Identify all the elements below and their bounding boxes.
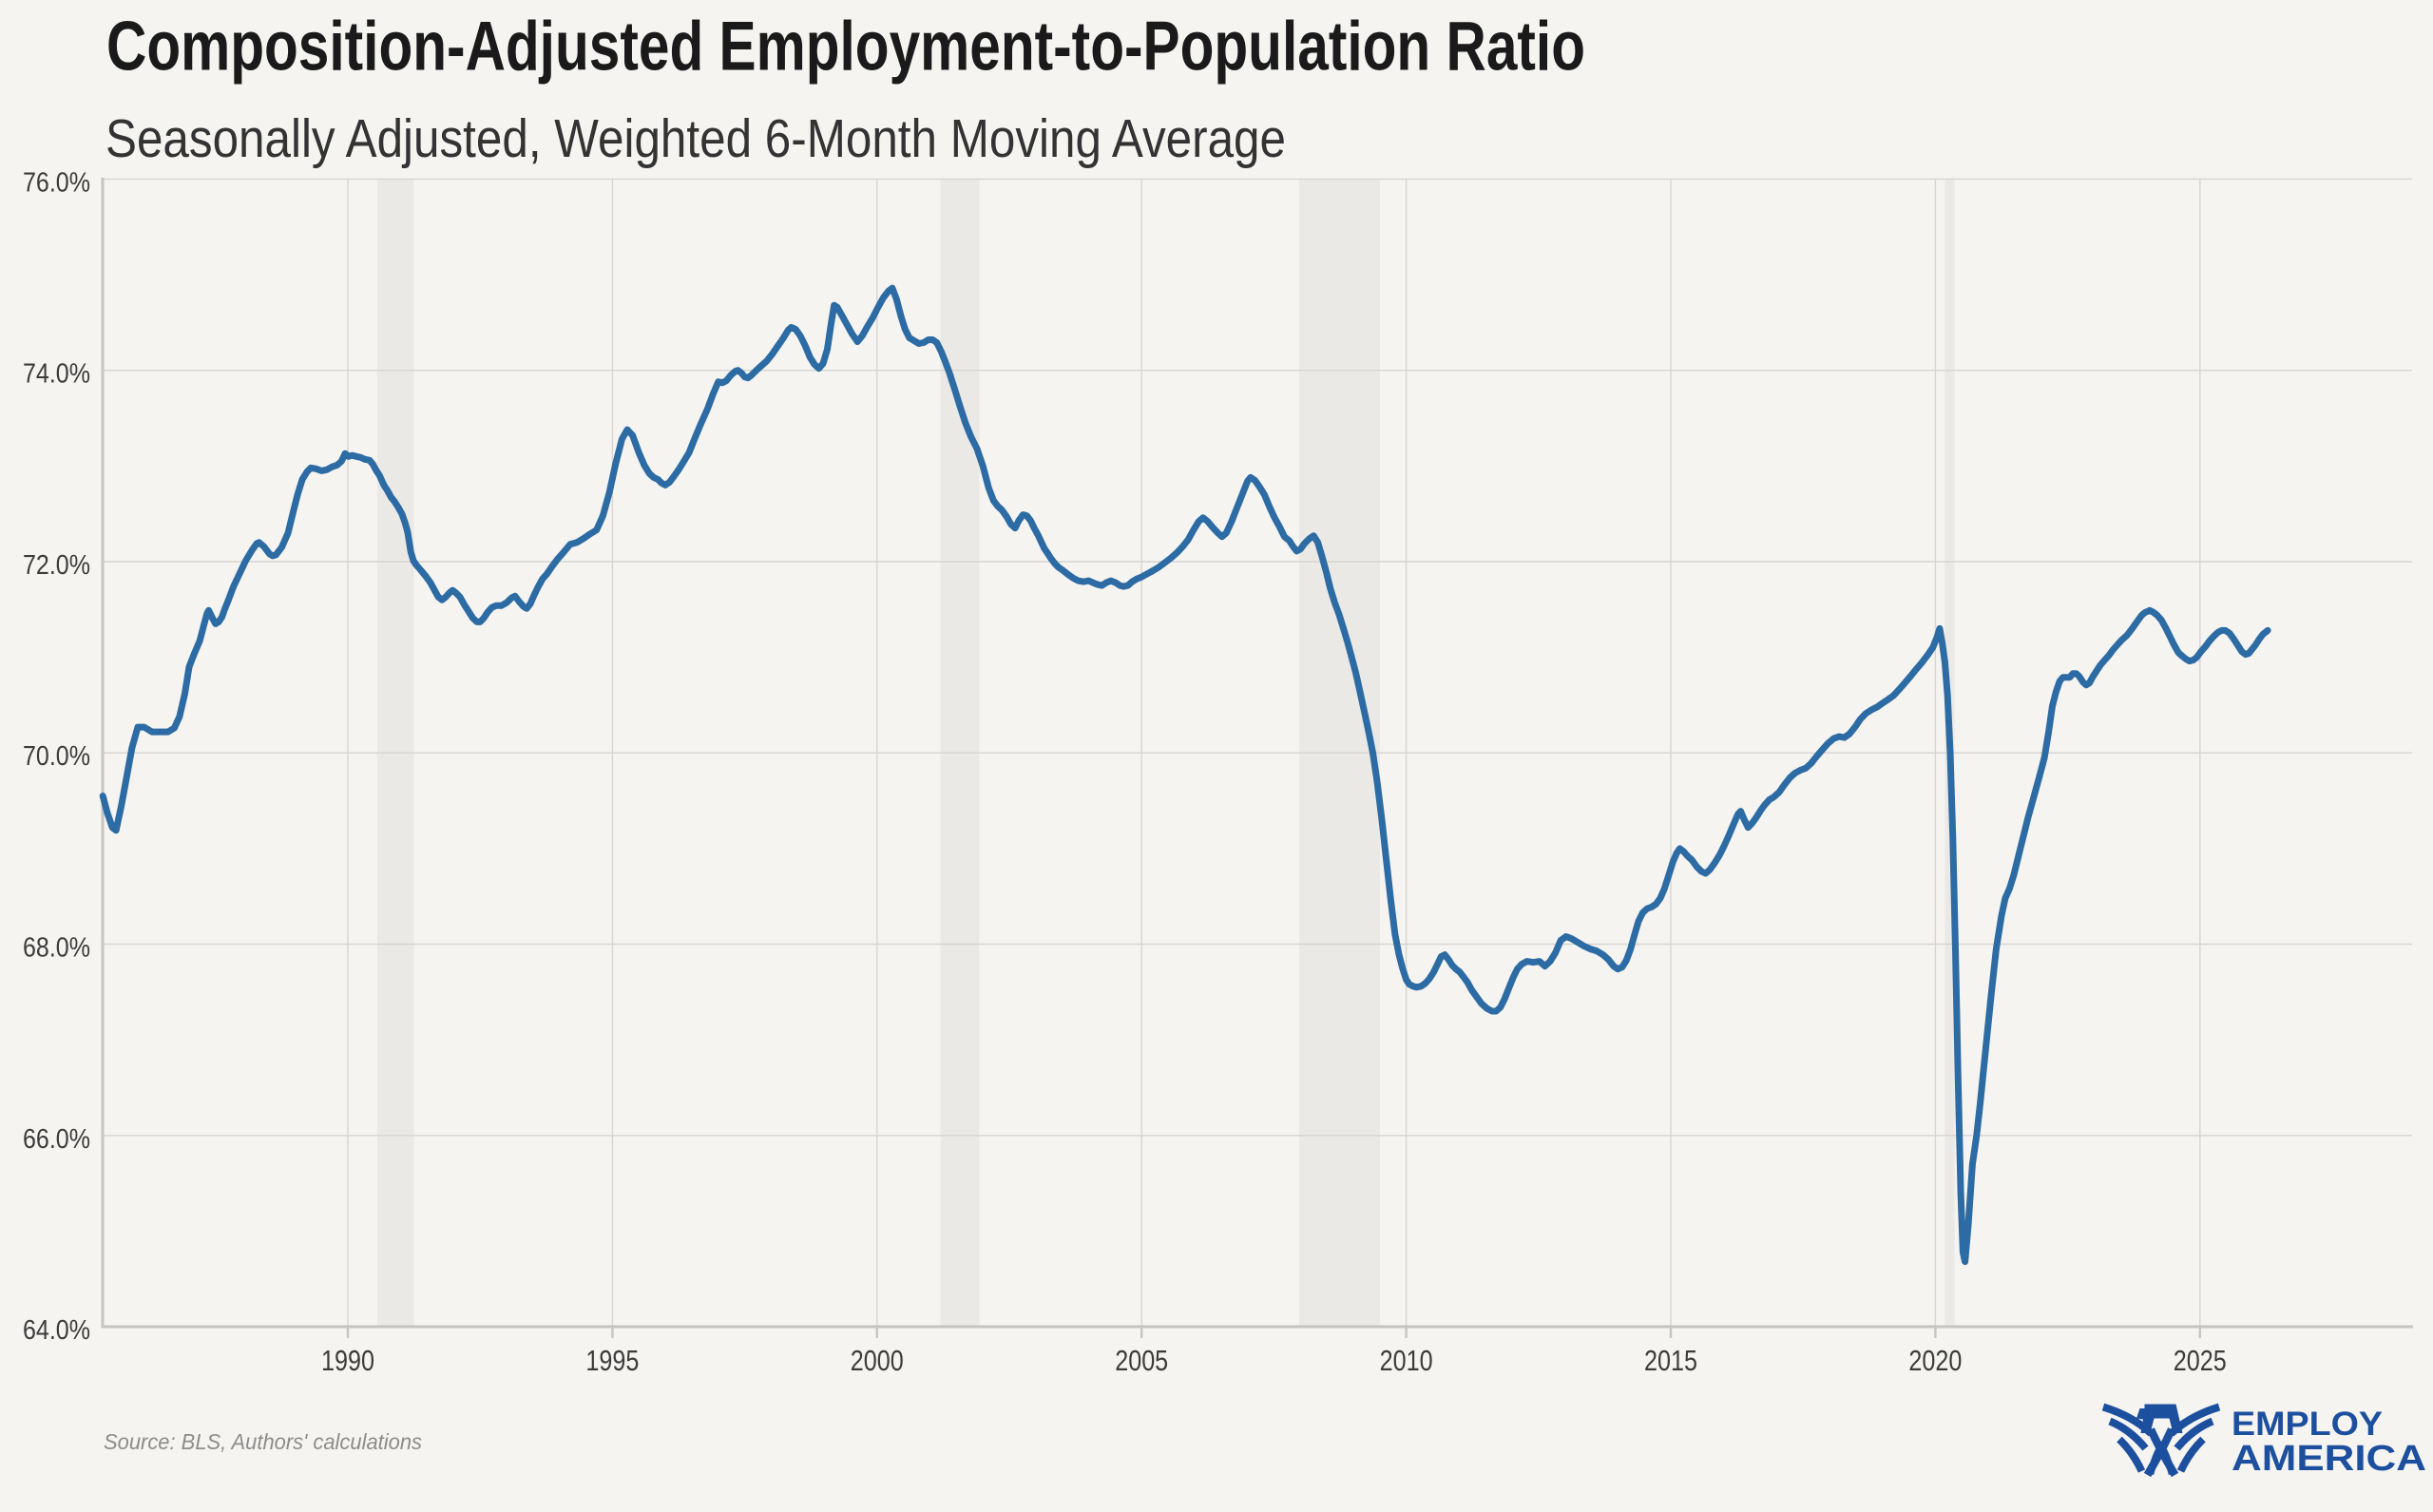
svg-text:72.0%: 72.0%	[23, 550, 90, 581]
svg-text:Composition-Adjusted Employmen: Composition-Adjusted Employment-to-Popul…	[106, 9, 1585, 86]
svg-text:64.0%: 64.0%	[23, 1315, 90, 1346]
svg-text:AMERICA: AMERICA	[2232, 1439, 2426, 1479]
svg-text:1990: 1990	[321, 1344, 374, 1377]
svg-text:76.0%: 76.0%	[23, 167, 90, 198]
svg-text:2020: 2020	[1908, 1344, 1962, 1377]
svg-text:70.0%: 70.0%	[23, 741, 90, 772]
svg-text:Seasonally Adjusted, Weighted: Seasonally Adjusted, Weighted 6-Month Mo…	[105, 108, 1286, 169]
svg-text:2025: 2025	[2174, 1344, 2227, 1377]
svg-text:68.0%: 68.0%	[23, 933, 90, 964]
svg-text:66.0%: 66.0%	[23, 1124, 90, 1155]
svg-text:2015: 2015	[1644, 1344, 1697, 1377]
svg-text:2000: 2000	[851, 1344, 904, 1377]
svg-text:1995: 1995	[585, 1344, 639, 1377]
svg-text:2010: 2010	[1380, 1344, 1433, 1377]
svg-text:2005: 2005	[1115, 1344, 1168, 1377]
svg-text:Source: BLS, Authors' calculat: Source: BLS, Authors' calculations	[104, 1429, 422, 1454]
svg-text:74.0%: 74.0%	[23, 359, 90, 390]
svg-text:EMPLOY: EMPLOY	[2232, 1406, 2383, 1443]
